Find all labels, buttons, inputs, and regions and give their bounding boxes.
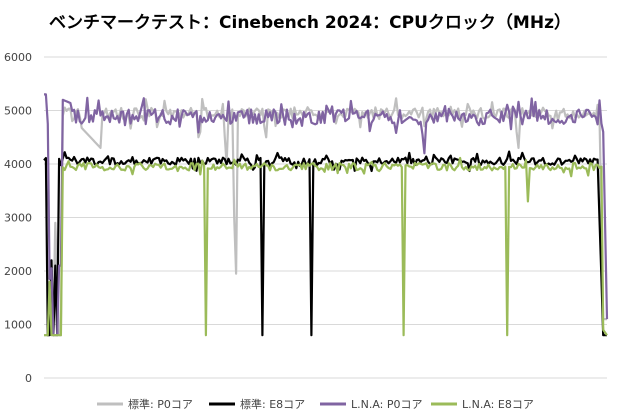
legend-label: 標準: P0コア [128, 397, 193, 411]
legend-label: 標準: E8コア [240, 397, 305, 411]
plot-area [43, 93, 609, 337]
y-axis-ticks: 0 1000 2000 3000 4000 5000 6000 [4, 51, 32, 385]
series-line-3 [44, 93, 609, 337]
series-line-2 [43, 150, 607, 337]
y-tick-label: 2000 [4, 265, 32, 278]
y-tick-label: 0 [25, 372, 32, 385]
series-line-1 [44, 97, 607, 337]
y-tick-label: 4000 [4, 158, 32, 171]
chart-title: ベンチマークテスト：Cinebench 2024：CPUクロック（MHz） [49, 12, 571, 33]
y-tick-label: 3000 [4, 212, 32, 225]
legend: 標準: P0コア 標準: E8コア L.N.A: P0コア L.N.A: E8コア [97, 397, 534, 411]
y-tick-label: 5000 [4, 105, 32, 118]
legend-label: L.N.A: E8コア [462, 398, 534, 411]
series-line-4 [44, 156, 608, 337]
legend-label: L.N.A: P0コア [351, 398, 423, 411]
y-tick-label: 1000 [4, 319, 32, 332]
y-tick-label: 6000 [4, 51, 32, 64]
